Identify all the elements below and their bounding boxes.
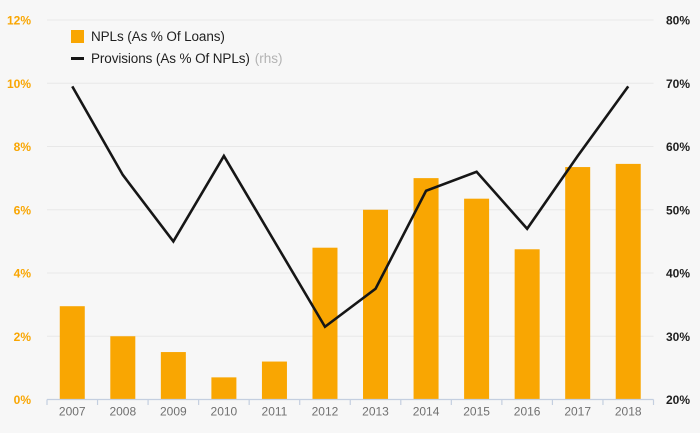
legend-label-npls: NPLs (As % Of Loans) <box>91 28 225 44</box>
x-axis-label: 2007 <box>59 405 86 419</box>
left-axis-label: 0% <box>14 393 32 407</box>
bar-2017 <box>565 167 591 400</box>
bar-2013 <box>363 209 389 400</box>
right-axis-label: 30% <box>666 330 690 344</box>
bar-2016 <box>514 249 540 400</box>
legend-rhs-note: (rhs) <box>254 50 283 66</box>
left-axis-label: 12% <box>7 14 31 28</box>
left-axis-label: 10% <box>7 77 31 91</box>
provisions-line <box>71 85 630 329</box>
right-axis-label: 60% <box>666 140 690 154</box>
right-axis-label: 80% <box>666 14 690 28</box>
legend: NPLs (As % Of Loans) Provisions (As % Of… <box>71 25 283 69</box>
x-axis-label: 2012 <box>312 405 339 419</box>
provisions-line-swatch-icon <box>71 56 84 60</box>
bar-2018 <box>615 163 641 400</box>
right-axis-label: 70% <box>666 77 690 91</box>
legend-label-provisions: Provisions (As % Of NPLs) <box>91 50 250 66</box>
legend-item-npls: NPLs (As % Of Loans) <box>71 25 283 47</box>
right-axis-label: 40% <box>666 267 690 281</box>
x-axis-label: 2015 <box>463 405 490 419</box>
bar-2008 <box>110 336 136 400</box>
right-axis-label: 50% <box>666 203 690 217</box>
x-axis-label: 2017 <box>564 405 591 419</box>
bar-2010 <box>211 377 237 400</box>
x-axis-label: 2013 <box>362 405 389 419</box>
left-axis-label: 2% <box>14 330 32 344</box>
bar-2015 <box>464 198 490 400</box>
x-axis-label: 2014 <box>413 405 440 419</box>
bar-2014 <box>413 178 439 400</box>
bar-2007 <box>59 306 85 400</box>
left-axis-label: 4% <box>14 267 32 281</box>
x-axis-label: 2011 <box>262 405 288 419</box>
x-axis-label: 2010 <box>211 405 238 419</box>
x-axis-label: 2009 <box>160 405 187 419</box>
bar-2012 <box>312 247 338 400</box>
legend-item-provisions: Provisions (As % Of NPLs) (rhs) <box>71 47 283 69</box>
bar-2011 <box>261 361 287 400</box>
left-axis-label: 6% <box>14 203 32 217</box>
right-axis-label: 20% <box>666 393 690 407</box>
x-axis-label: 2018 <box>615 405 642 419</box>
npls-bar-swatch-icon <box>71 29 84 43</box>
x-axis-label: 2016 <box>514 405 541 419</box>
x-axis-label: 2008 <box>109 405 136 419</box>
left-axis-label: 8% <box>14 140 32 154</box>
bar-2009 <box>160 352 186 400</box>
